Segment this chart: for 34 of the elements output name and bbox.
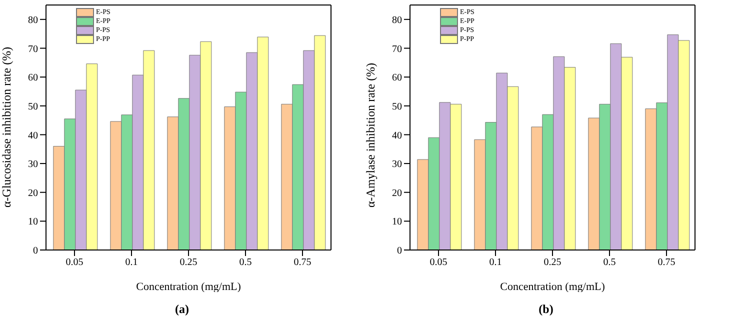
x-tick-label: 0.25: [180, 257, 198, 268]
text: (a): [174, 302, 190, 317]
y-tick-label: 40: [392, 130, 402, 142]
x-tick-label: 0.5: [603, 257, 616, 268]
x-tick-label: 0.25: [544, 257, 562, 268]
x-tick-label: 0.05: [430, 257, 448, 268]
y-tick-label: 30: [392, 159, 402, 170]
y-tick-label: 70: [392, 44, 402, 55]
y-tick-label: 0: [397, 246, 402, 257]
x-tick-label: 0.1: [125, 257, 138, 268]
y-tick-label: 60: [28, 72, 38, 84]
y-tick-label: 80: [392, 14, 402, 26]
y-axis-title: α-Glucosidase inhibition rate (%): [0, 46, 14, 208]
y-tick-label: 40: [28, 130, 38, 142]
y-tick-label: 60: [392, 72, 402, 84]
y-tick-label: 50: [392, 101, 402, 112]
y-tick-label: 10: [392, 216, 402, 228]
x-tick-label: 0.5: [239, 257, 252, 268]
x-tick-label: 0.1: [489, 257, 502, 268]
y-tick-label: 20: [28, 188, 38, 199]
y-tick-label: 20: [392, 188, 402, 199]
x-tick-label: 0.75: [658, 257, 676, 268]
y-axis-title: α-Amylase inhibition rate (%): [363, 62, 378, 208]
y-tick-label: 80: [28, 14, 38, 26]
y-tick-label: 0: [33, 246, 38, 257]
y-tick-label: 70: [28, 44, 38, 55]
x-axis-title: Concentration (mg/mL): [136, 281, 242, 293]
x-tick-label: 0.05: [66, 257, 84, 268]
text: (b): [538, 302, 554, 317]
y-tick-label: 30: [28, 159, 38, 170]
x-axis-title: Concentration (mg/mL): [500, 281, 606, 293]
y-tick-label: 50: [28, 101, 38, 112]
x-tick-label: 0.75: [294, 257, 312, 268]
y-tick-label: 10: [28, 216, 38, 228]
